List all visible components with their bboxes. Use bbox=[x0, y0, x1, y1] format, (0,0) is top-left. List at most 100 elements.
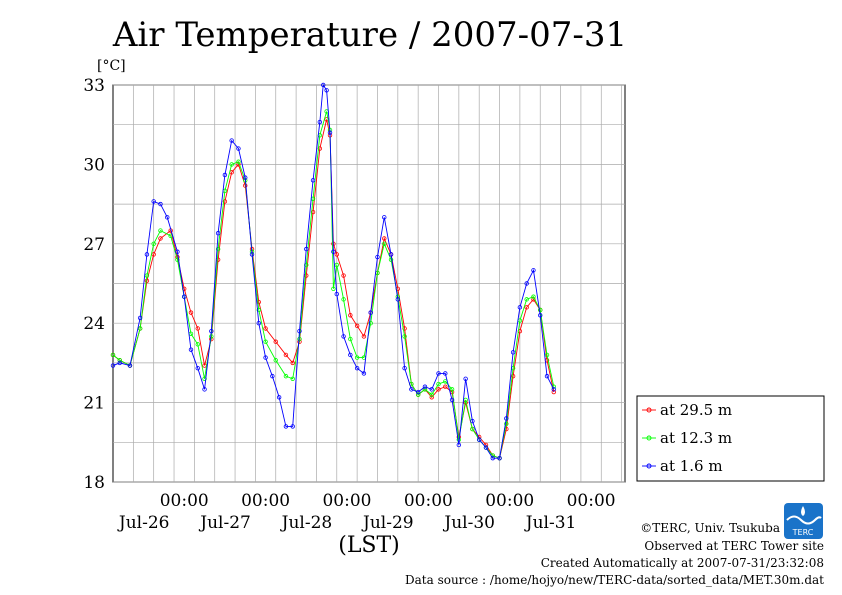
data-point bbox=[273, 358, 278, 363]
data-point bbox=[429, 387, 434, 392]
data-point bbox=[321, 82, 326, 88]
legend-label: at 29.5 m bbox=[660, 401, 732, 419]
data-point bbox=[195, 342, 200, 347]
x-tick-time: 00:00 bbox=[241, 491, 290, 511]
data-point bbox=[382, 215, 387, 220]
grid-lines bbox=[113, 84, 625, 483]
data-point bbox=[551, 389, 556, 395]
y-tick-label: 27 bbox=[83, 235, 105, 255]
x-tick-date: Jul-29 bbox=[361, 513, 414, 533]
data-point bbox=[429, 395, 434, 400]
y-tick-labels: 18 21 24 27 30 33 bbox=[83, 76, 105, 493]
x-tick-date: Jul-27 bbox=[198, 513, 251, 533]
y-tick-label: 21 bbox=[83, 394, 105, 414]
legend-label: at 1.6 m bbox=[660, 457, 723, 475]
data-point bbox=[354, 355, 360, 360]
series-group bbox=[110, 82, 556, 461]
data-point bbox=[283, 352, 289, 358]
data-point bbox=[304, 246, 309, 252]
data-point bbox=[497, 455, 502, 461]
data-point bbox=[354, 365, 360, 371]
copyright-text: ©TERC, Univ. Tsukuba bbox=[640, 521, 780, 535]
data-point bbox=[209, 328, 214, 334]
data-point bbox=[144, 273, 150, 278]
x-tick-date: Jul-31 bbox=[524, 513, 577, 533]
y-tick-label: 33 bbox=[83, 76, 105, 96]
data-point bbox=[504, 421, 509, 426]
data-point bbox=[151, 241, 156, 246]
data-point bbox=[137, 326, 143, 331]
data-point bbox=[304, 262, 309, 268]
data-point bbox=[382, 236, 387, 241]
data-point bbox=[334, 262, 339, 268]
data-point bbox=[283, 373, 289, 379]
data-point bbox=[402, 334, 407, 339]
data-point bbox=[215, 246, 221, 252]
data-point bbox=[236, 146, 241, 151]
data-point bbox=[341, 297, 346, 302]
legend-swatch-marker bbox=[646, 463, 652, 469]
data-point bbox=[348, 336, 353, 342]
data-point bbox=[361, 371, 367, 376]
data-point bbox=[341, 273, 346, 278]
chart-title: Air Temperature / 2007-07-31 bbox=[112, 15, 627, 55]
data-point bbox=[290, 376, 295, 381]
data-point bbox=[415, 389, 421, 395]
data-point bbox=[368, 321, 373, 326]
data-point bbox=[436, 381, 441, 387]
data-point bbox=[476, 437, 482, 442]
data-point bbox=[158, 236, 163, 241]
x-tick-labels: 00:00Jul-2600:00Jul-2700:00Jul-2800:00Ju… bbox=[117, 491, 616, 533]
data-point bbox=[544, 352, 550, 358]
data-point bbox=[151, 252, 156, 257]
data-point bbox=[256, 307, 262, 313]
data-point bbox=[470, 418, 475, 424]
series-line bbox=[112, 83, 555, 459]
data-point bbox=[273, 339, 278, 344]
data-point bbox=[175, 257, 180, 262]
data-point bbox=[249, 252, 255, 257]
y-tick-label: 18 bbox=[83, 473, 105, 493]
data-point bbox=[531, 294, 536, 299]
data-point bbox=[348, 313, 353, 318]
data-point bbox=[409, 387, 414, 392]
x-tick-time: 00:00 bbox=[404, 491, 453, 511]
data-point bbox=[382, 241, 387, 246]
logo-text: TERC bbox=[792, 528, 814, 537]
legend-box bbox=[636, 395, 825, 482]
data-point bbox=[175, 249, 180, 254]
data-point bbox=[263, 339, 268, 344]
data-point bbox=[202, 376, 207, 381]
data-point bbox=[182, 294, 187, 299]
data-point bbox=[368, 310, 373, 315]
legend-label: at 12.3 m bbox=[660, 429, 732, 447]
data-point bbox=[422, 387, 428, 392]
data-point bbox=[470, 426, 475, 432]
data-point bbox=[429, 392, 434, 397]
data-point bbox=[463, 376, 468, 381]
data-point bbox=[331, 249, 336, 254]
data-point bbox=[195, 365, 200, 371]
data-point bbox=[354, 323, 360, 329]
data-point bbox=[524, 281, 529, 286]
series-group bbox=[110, 109, 556, 461]
data-point bbox=[443, 371, 448, 376]
legend-swatch-marker bbox=[646, 435, 652, 441]
legend-swatch-marker bbox=[646, 407, 652, 413]
data-point bbox=[375, 254, 380, 260]
x-tick-time: 00:00 bbox=[567, 491, 616, 511]
data-point bbox=[188, 310, 194, 315]
legend: at 29.5 m at 12.3 m at 1.6 m bbox=[636, 395, 825, 482]
data-point bbox=[222, 199, 228, 204]
data-point bbox=[517, 305, 523, 310]
data-point bbox=[117, 360, 122, 366]
data-point bbox=[229, 162, 234, 167]
data-point bbox=[504, 416, 509, 421]
data-point bbox=[243, 175, 248, 180]
logo-drop-icon bbox=[801, 506, 805, 516]
y-tick-label: 24 bbox=[83, 314, 105, 334]
data-point bbox=[283, 424, 289, 429]
data-point bbox=[331, 286, 336, 291]
terc-logo: TERC bbox=[784, 503, 823, 539]
